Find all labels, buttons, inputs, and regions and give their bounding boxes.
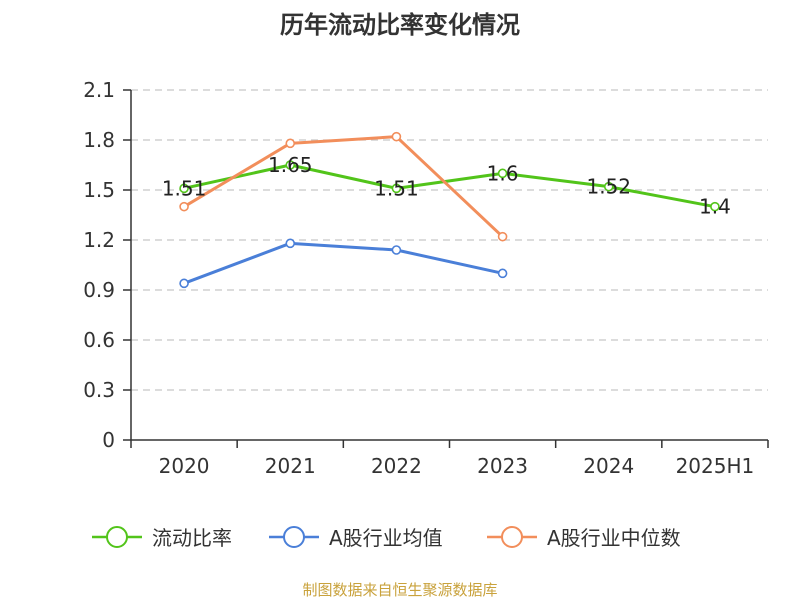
- data-point: [391, 183, 402, 194]
- x-tick-label: 2025H1: [676, 454, 755, 478]
- legend-marker: [501, 526, 523, 548]
- data-label: 1.51: [374, 176, 419, 200]
- data-point: [285, 160, 296, 170]
- data-label: 1.52: [586, 175, 631, 199]
- series-line: [183, 135, 504, 238]
- y-tick-label: 1.5: [83, 178, 115, 202]
- legend: 流动比率 A股行业均值 A股行业中位数: [92, 526, 681, 550]
- y-tick-label: 0.9: [83, 278, 115, 302]
- grid-lines: [131, 89, 768, 391]
- y-tick-label: 0.6: [83, 328, 115, 352]
- series-line: [183, 241, 503, 285]
- data-point: [391, 131, 402, 142]
- data-point: [179, 201, 189, 212]
- data-point: [603, 181, 614, 192]
- data-point: [179, 278, 189, 289]
- x-tick-label: 2022: [371, 454, 422, 478]
- data-label: 1.51: [162, 176, 207, 200]
- y-tick-label: 0.3: [83, 378, 115, 402]
- data-labels: 1.51 1.65 1.51 1.6 1.52 1.4: [162, 153, 731, 219]
- y-tick-label: 1.8: [83, 128, 115, 152]
- y-tick-label: 2.1: [83, 78, 115, 102]
- y-tick-label: 1.2: [83, 228, 115, 252]
- data-point: [497, 168, 508, 179]
- data-label: 1.6: [487, 161, 519, 185]
- legend-label: A股行业均值: [329, 526, 443, 550]
- data-label: 1.4: [699, 195, 731, 219]
- series-line: [183, 163, 716, 209]
- data-point: [391, 245, 402, 255]
- legend-marker: [106, 526, 128, 548]
- data-label: 1.65: [268, 153, 313, 177]
- chart-title: 历年流动比率变化情况: [280, 11, 520, 39]
- legend-label: 流动比率: [152, 526, 232, 550]
- series-lines: [179, 131, 720, 289]
- data-point: [179, 183, 189, 194]
- data-point: [710, 201, 720, 212]
- data-point: [497, 268, 508, 279]
- y-tick-label: 0: [102, 428, 115, 452]
- legend-marker: [283, 526, 305, 548]
- source-text: 制图数据来自恒生聚源数据库: [302, 581, 497, 599]
- legend-label: A股行业中位数: [547, 526, 681, 550]
- data-point: [285, 238, 296, 249]
- data-point: [285, 138, 296, 149]
- x-tick-label: 2021: [265, 454, 316, 478]
- x-tick-label: 2020: [159, 454, 210, 478]
- axes: 0 0.3 0.6 0.9 1.2 1.5 1.8 2.1 2020 2021 2022 2023 20…: [83, 78, 769, 478]
- x-tick-label: 2024: [583, 454, 634, 478]
- x-tick-label: 2023: [477, 454, 528, 478]
- data-point: [497, 231, 508, 242]
